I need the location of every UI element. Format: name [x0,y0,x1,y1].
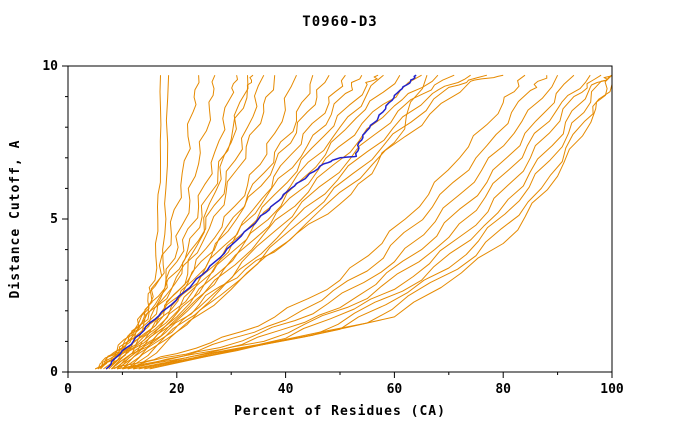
x-axis-label: Percent of Residues (CA) [234,404,446,419]
x-tick-label: 100 [600,382,624,397]
x-tick-label: 40 [278,382,294,397]
series-model-14 [113,74,379,370]
series-model-25 [122,74,559,370]
series-model-06 [100,74,254,370]
series-model-28 [133,74,602,370]
series-model-02 [97,75,170,370]
y-tick-label: 0 [50,365,58,380]
series-model-17 [119,74,422,370]
axes [62,65,613,378]
series-model-11 [108,74,330,370]
series-model-27 [127,74,591,370]
series-lines [94,74,613,370]
tick-labels: 0 20 40 60 80 100 0 5 10 [42,59,624,397]
series-model-26 [122,74,575,370]
x-tick-label: 20 [169,382,185,397]
series-model-33 [105,75,249,370]
series-model-08 [100,75,276,370]
series-model-29 [133,74,613,370]
series-model-15 [116,74,384,370]
plot-frame [67,65,613,373]
series-model-23 [111,74,526,370]
y-tick-label: 10 [42,59,58,74]
series-model-04 [100,75,216,370]
series-model-30 [138,74,613,370]
series-model-05 [97,75,238,370]
series-model-16 [116,74,401,370]
series-model-21 [127,74,488,370]
series-model-12 [111,74,346,370]
series-model-32 [149,74,613,370]
series-model-31 [144,84,613,370]
series-model-18 [122,74,439,370]
series-model-24 [116,75,548,370]
x-tick-label: 60 [387,382,403,397]
series-highlighted-model [105,74,417,370]
x-tick-label: 80 [495,382,511,397]
series-model-13 [111,74,363,370]
x-tick-label: 0 [64,382,72,397]
chart-title: T0960-D3 [302,14,378,30]
series-model-01 [94,75,162,370]
series-model-34 [111,75,428,370]
series-model-03 [94,75,200,370]
y-tick-label: 5 [50,212,58,227]
series-model-10 [105,75,314,370]
series-model-22 [133,74,504,370]
